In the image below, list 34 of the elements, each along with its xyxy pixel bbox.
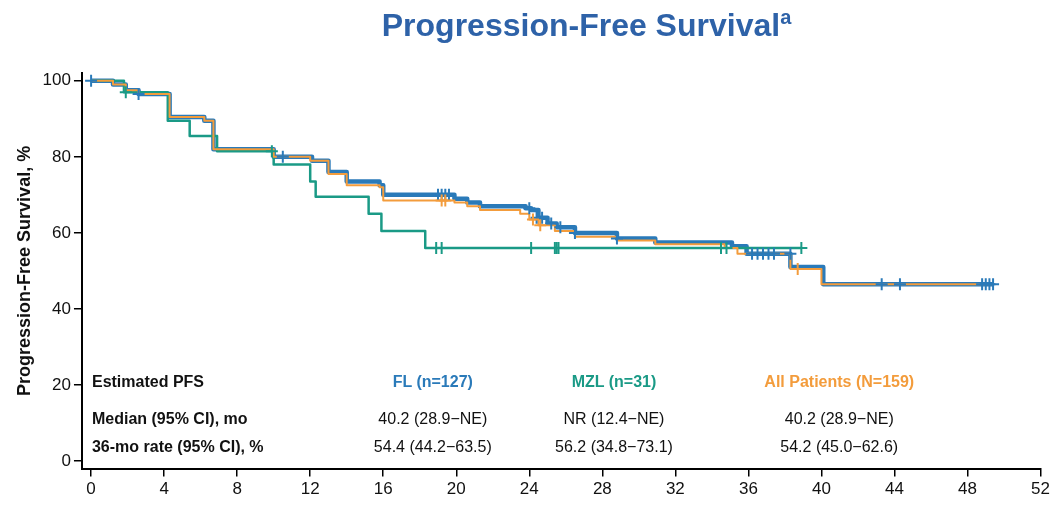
- x-tick-label: 52: [1031, 479, 1051, 499]
- y-tick-label: 60: [52, 222, 71, 242]
- x-tick-label: 8: [232, 479, 242, 499]
- x-tick-label: 32: [665, 479, 685, 499]
- annotation: 40.2 (28.9−NE): [784, 409, 894, 427]
- x-tick-label: 44: [885, 479, 904, 499]
- x-tick-label: 36: [738, 479, 758, 499]
- y-tick-label: 40: [52, 298, 71, 318]
- annotation: 54.2 (45.0−62.6): [780, 438, 899, 456]
- x-tick-label: 40: [811, 479, 831, 499]
- annotation: 36-mo rate (95% CI), %: [91, 438, 264, 456]
- text: MZL (n=31): [571, 373, 657, 391]
- y-tick-label: 80: [52, 146, 71, 166]
- annotation: 54.4 (44.2−63.5): [373, 438, 492, 456]
- chart-title: Progression-Free Survival$^{a}$: [380, 6, 793, 44]
- y-axis-title: Progression-Free Survival, %: [13, 145, 34, 396]
- x-tick-label: 48: [958, 479, 977, 499]
- annotation: Median (95% CI), mo: [91, 409, 248, 427]
- y-tick-label: 100: [42, 70, 71, 90]
- x-tick-label: 24: [519, 479, 539, 499]
- x-tick-label: 20: [446, 479, 466, 499]
- annotation: 40.2 (28.9−NE): [378, 409, 488, 427]
- text: All Patients (N=159): [764, 373, 915, 391]
- x-tick-label: 12: [300, 479, 320, 499]
- text: FL (n=127): [392, 373, 473, 391]
- annotation: 56.2 (34.8−73.1): [555, 438, 673, 456]
- y-tick-label: 0: [61, 450, 71, 470]
- annotation: NR (12.4−NE): [563, 409, 665, 427]
- x-tick-label: 16: [373, 479, 393, 499]
- x-tick-label: 0: [86, 479, 96, 499]
- y-tick-label: 20: [52, 374, 71, 394]
- x-tick-label: 28: [592, 479, 612, 499]
- annotation: Estimated PFS: [91, 373, 205, 391]
- x-tick-label: 4: [159, 479, 169, 499]
